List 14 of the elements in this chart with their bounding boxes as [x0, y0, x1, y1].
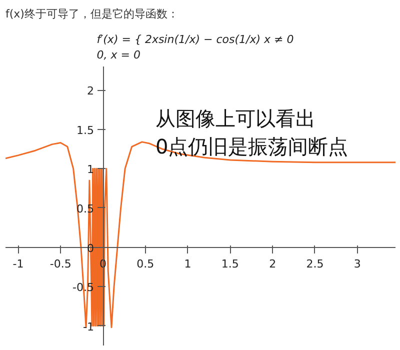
y-tick-label: 1 [87, 163, 94, 176]
x-tick-label: 2.5 [306, 257, 324, 270]
x-tick-label: 1 [184, 257, 192, 270]
x-tick-label: -0.5 [50, 257, 72, 270]
y-tick-label: -1 [83, 320, 94, 334]
x-tick-label: -1 [12, 257, 24, 270]
y-tick-label: 1.5 [76, 124, 94, 137]
x-tick-label: 0.5 [136, 257, 154, 270]
chart-title: f(x)终于可导了，但是它的导函数： [6, 8, 178, 20]
x-tick-label: 1.5 [221, 257, 239, 270]
x-tick-label: 2 [269, 257, 276, 270]
x-tick-label: 3 [354, 257, 361, 270]
chart-subtitle: f′(x) = { 2xsin(1/x) − cos(1/x) x ≠ 0 0, x = 0 [96, 32, 294, 62]
y-tick-label: 2 [87, 84, 94, 98]
